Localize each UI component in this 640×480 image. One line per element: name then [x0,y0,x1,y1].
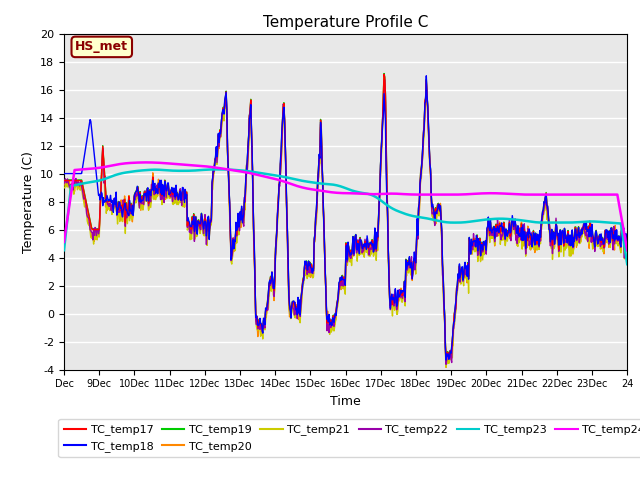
TC_temp17 [60,178,68,183]
TC_temp22 [388,302,396,308]
TC_temp20 [403,270,410,276]
Line: TC_temp19: TC_temp19 [64,73,627,358]
TC_temp19 [380,71,388,76]
X-axis label: Time: Time [330,395,361,408]
TC_temp18 [422,73,430,79]
TC_temp18 [442,357,450,363]
TC_temp18 [402,257,410,263]
Line: TC_temp22: TC_temp22 [64,80,627,364]
TC_temp23 [420,215,428,221]
TC_temp21 [442,364,450,370]
TC_temp20 [380,72,388,78]
TC_temp22 [547,243,554,249]
TC_temp17 [95,227,102,232]
Line: TC_temp18: TC_temp18 [64,76,627,360]
TC_temp23 [95,178,102,184]
Legend: TC_temp17, TC_temp18, TC_temp19, TC_temp20, TC_temp21, TC_temp22, TC_temp23, TC_: TC_temp17, TC_temp18, TC_temp19, TC_temp… [58,419,640,457]
TC_temp19 [489,226,497,232]
TC_temp23 [60,247,68,253]
TC_temp22 [60,181,68,187]
TC_temp24 [60,239,68,245]
TC_temp17 [442,356,450,361]
TC_temp24 [95,165,102,171]
Title: Temperature Profile C: Temperature Profile C [263,15,428,30]
TC_temp21 [547,238,554,243]
TC_temp24 [142,159,150,165]
TC_temp21 [95,231,102,237]
Line: TC_temp17: TC_temp17 [64,74,627,359]
TC_temp19 [403,264,410,269]
TC_temp21 [623,242,631,248]
TC_temp18 [547,239,554,245]
TC_temp24 [546,192,554,197]
TC_temp18 [419,144,427,149]
TC_temp20 [547,240,554,246]
TC_temp21 [422,80,430,85]
TC_temp23 [546,220,554,226]
TC_temp22 [489,229,497,235]
TC_temp18 [489,227,497,232]
TC_temp19 [547,237,554,243]
TC_temp21 [60,185,68,191]
TC_temp19 [442,355,450,361]
TC_temp17 [420,131,428,136]
TC_temp18 [387,294,395,300]
TC_temp19 [420,130,428,135]
TC_temp17 [623,236,631,241]
TC_temp24 [488,191,496,196]
TC_temp17 [388,294,396,300]
TC_temp22 [403,264,410,270]
TC_temp24 [388,191,396,196]
TC_temp23 [403,212,410,217]
TC_temp21 [387,305,395,311]
TC_temp18 [60,171,68,177]
TC_temp21 [419,153,427,158]
Line: TC_temp23: TC_temp23 [64,169,627,264]
TC_temp19 [95,226,102,232]
TC_temp18 [623,240,631,246]
TC_temp23 [388,205,396,211]
Line: TC_temp21: TC_temp21 [64,83,627,367]
TC_temp22 [623,248,631,254]
TC_temp19 [388,294,396,300]
TC_temp23 [488,216,496,222]
TC_temp20 [623,237,631,243]
TC_temp18 [95,192,102,198]
Line: TC_temp24: TC_temp24 [64,162,627,250]
TC_temp17 [403,264,410,270]
TC_temp17 [489,227,497,232]
TC_temp20 [95,228,102,233]
TC_temp20 [60,179,68,185]
Line: TC_temp20: TC_temp20 [64,75,627,367]
TC_temp20 [489,230,497,236]
TC_temp20 [388,300,396,305]
TC_temp22 [381,77,388,83]
TC_temp17 [380,72,388,77]
TC_temp24 [623,247,631,253]
TC_temp22 [442,361,450,367]
TC_temp19 [623,235,631,240]
TC_temp21 [402,265,410,271]
TC_temp24 [420,192,428,197]
Y-axis label: Temperature (C): Temperature (C) [22,151,35,252]
TC_temp20 [420,135,428,141]
TC_temp22 [95,231,102,237]
TC_temp20 [442,364,450,370]
TC_temp24 [403,192,410,197]
TC_temp23 [623,261,631,267]
TC_temp21 [489,236,497,241]
TC_temp19 [60,177,68,183]
Text: HS_met: HS_met [76,40,128,53]
TC_temp23 [213,167,221,172]
TC_temp22 [420,128,428,133]
TC_temp17 [547,238,554,243]
